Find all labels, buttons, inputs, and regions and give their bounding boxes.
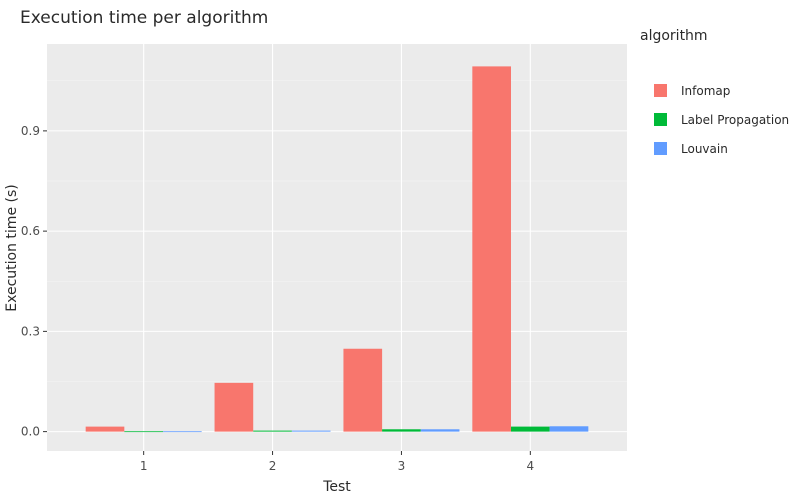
x-tick-label: 3 — [398, 459, 406, 473]
y-tick-label: 0.3 — [21, 324, 40, 338]
grid-lines — [47, 44, 627, 451]
bar-louvain-test-3 — [420, 429, 460, 432]
legend-swatch — [654, 113, 667, 126]
bar-label-propagation-test-4 — [511, 426, 550, 432]
bar-label-propagation-test-1 — [124, 431, 163, 433]
bar-infomap-test-2 — [214, 382, 254, 432]
x-tick-label: 2 — [269, 459, 277, 473]
y-tick-label: 0.0 — [21, 425, 40, 439]
legend-swatch — [654, 142, 667, 155]
x-tick-label: 4 — [527, 459, 535, 473]
chart-title: Execution time per algorithm — [20, 8, 268, 28]
y-axis-ticks: 0.0 0.3 0.6 0.9 — [21, 124, 47, 439]
bar-louvain-test-4 — [549, 426, 589, 432]
plot-background — [47, 44, 627, 451]
legend: Infomap Label Propagation Louvain — [654, 84, 789, 156]
bar-louvain-test-1 — [163, 431, 202, 433]
x-axis-ticks: 1 2 3 4 — [140, 451, 534, 473]
bar-label-propagation-test-3 — [382, 429, 421, 432]
bar-louvain-test-2 — [291, 430, 331, 432]
legend-label: Label Propagation — [681, 113, 789, 127]
y-tick-label: 0.9 — [21, 124, 40, 138]
x-axis-title: Test — [322, 479, 351, 494]
y-axis-title: Execution time (s) — [4, 184, 20, 311]
bar-infomap-test-4 — [472, 66, 511, 432]
bar-infomap-test-3 — [343, 348, 383, 432]
legend-label: Infomap — [681, 84, 730, 98]
x-tick-label: 1 — [140, 459, 148, 473]
y-tick-label: 0.6 — [21, 224, 40, 238]
bar-infomap-test-1 — [85, 426, 125, 432]
legend-swatch — [654, 84, 667, 97]
bars — [85, 66, 589, 433]
legend-title: algorithm — [640, 28, 708, 44]
legend-label: Louvain — [681, 142, 728, 156]
bar-label-propagation-test-2 — [253, 430, 292, 432]
